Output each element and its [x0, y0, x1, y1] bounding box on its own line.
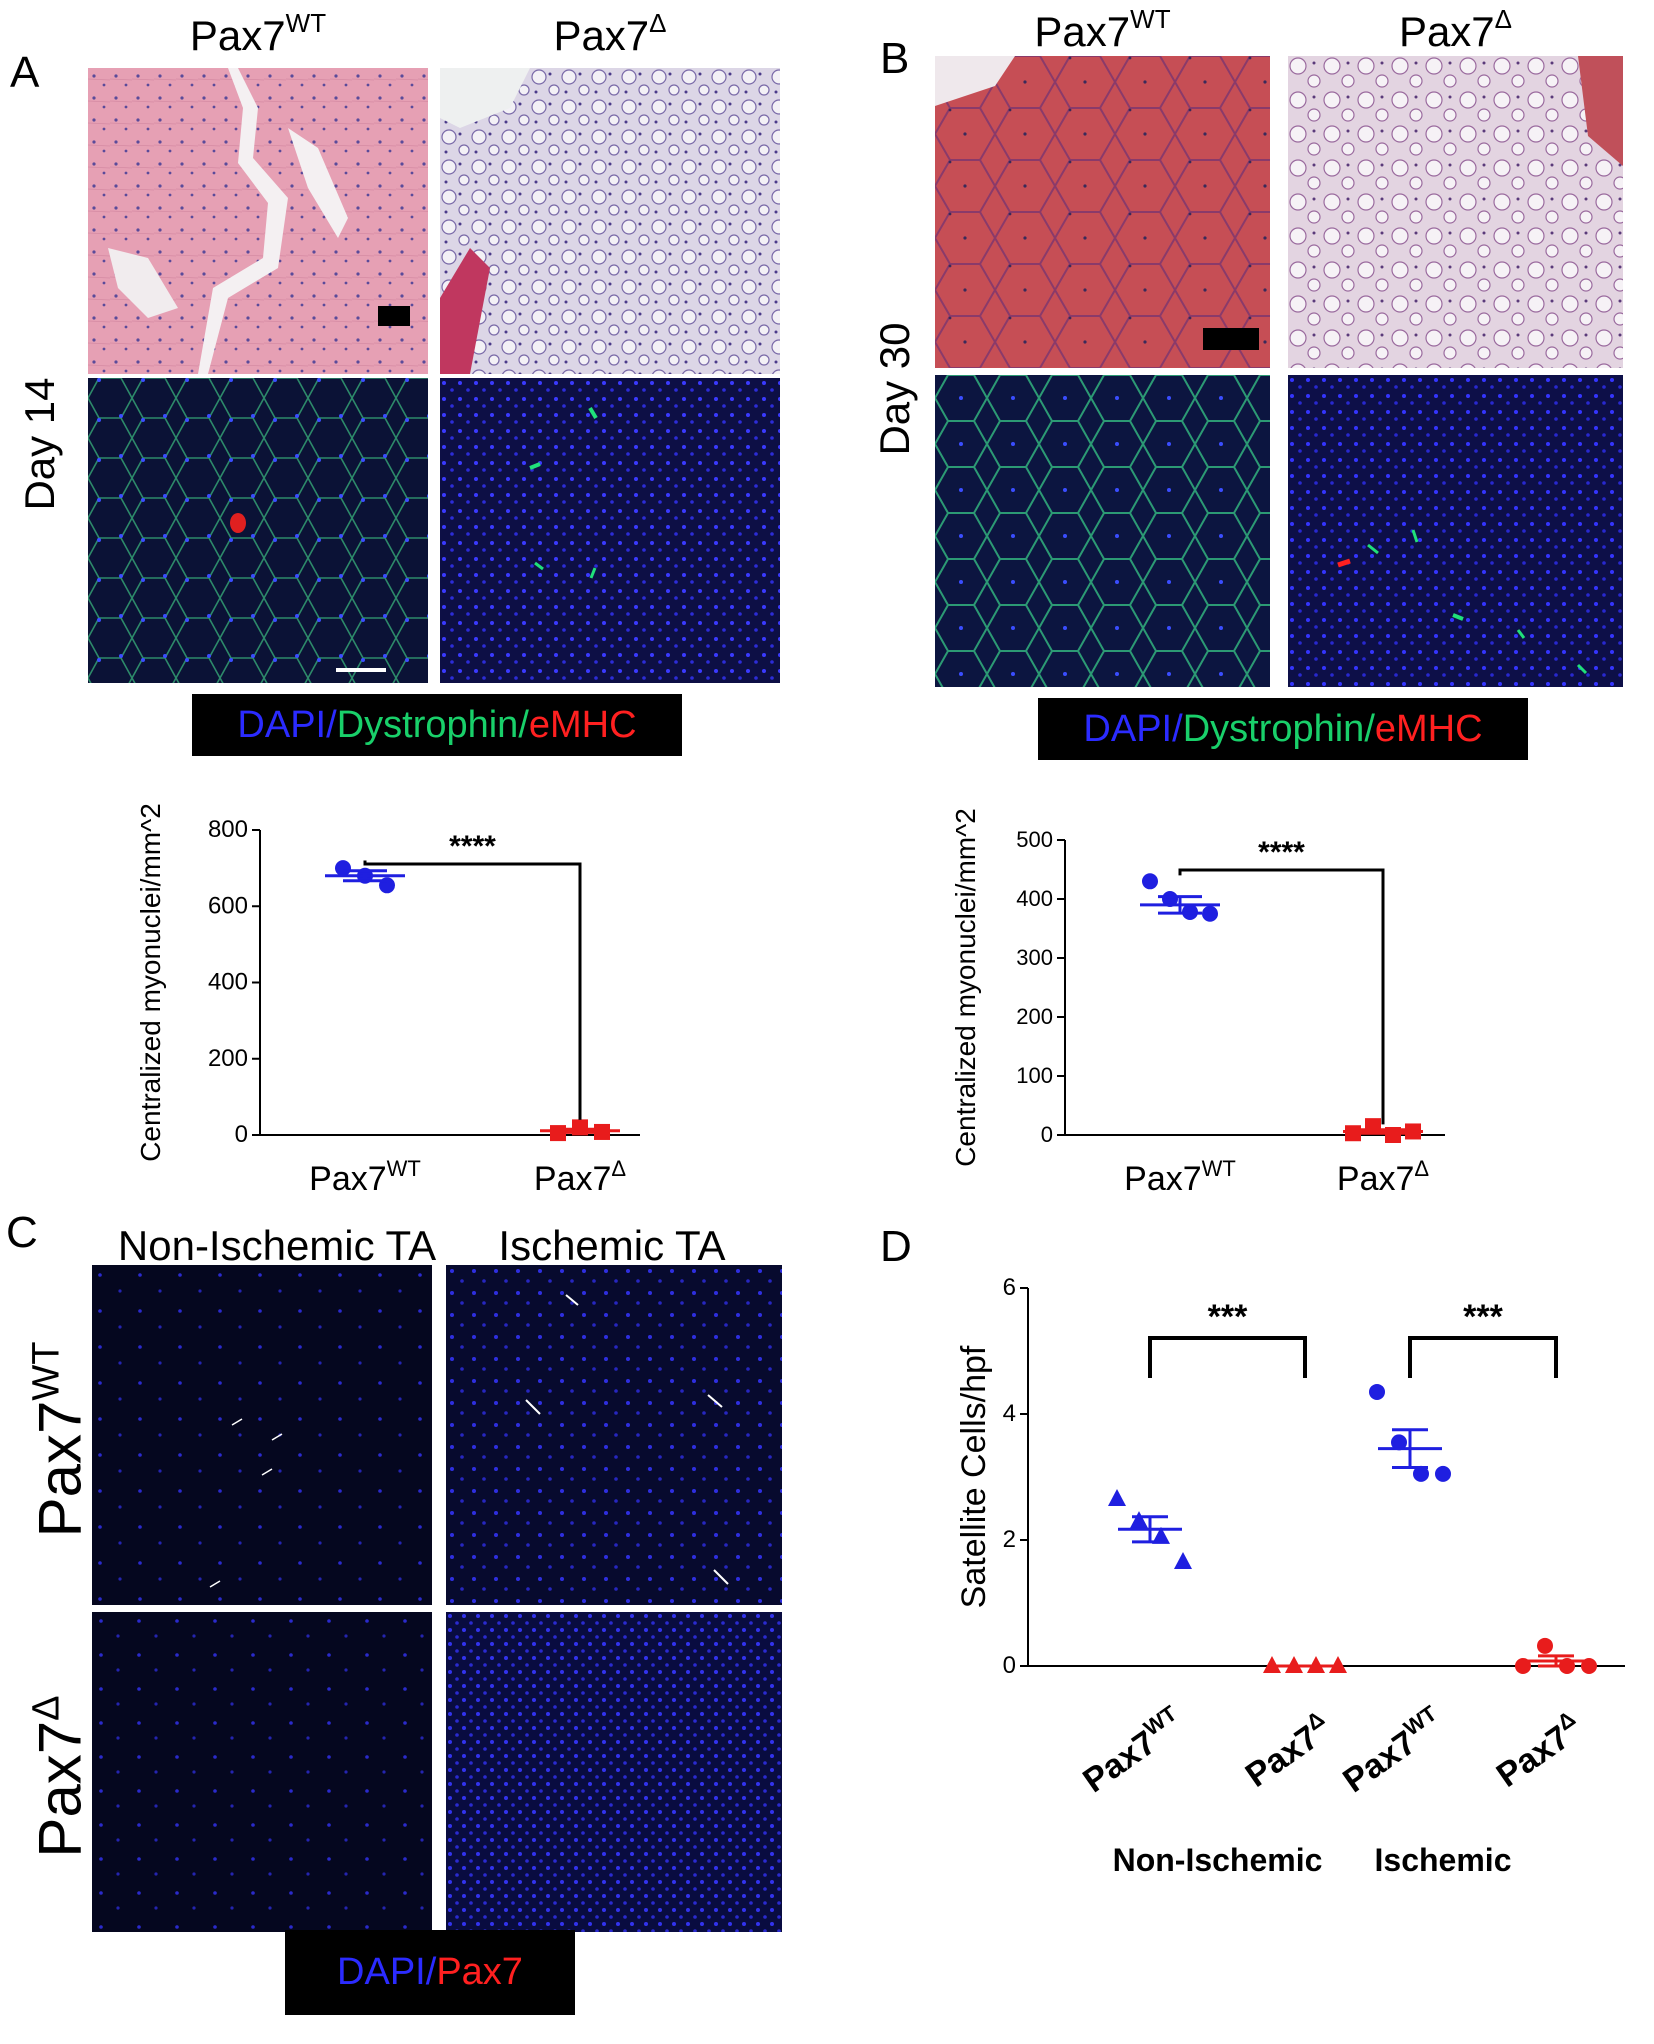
group-label: Ischemic	[1375, 1842, 1512, 1878]
y-tick-label: 200	[208, 1045, 248, 1072]
row-label-day14: Day 14	[16, 377, 63, 511]
panel-letter-a: A	[10, 48, 40, 97]
if-image-b-delta	[1288, 375, 1623, 687]
data-point	[1329, 1656, 1347, 1673]
y-axis-label: Satellite Cells/hpf	[960, 1345, 993, 1608]
panel-letter-d: D	[880, 1222, 912, 1271]
y-tick-label: 6	[1003, 1274, 1016, 1301]
data-point	[1174, 1552, 1192, 1570]
x-tick-label: Pax7Δ	[534, 1156, 627, 1198]
x-tick-label: Pax7Δ	[1487, 1706, 1589, 1795]
y-tick-label: 500	[1016, 827, 1053, 852]
he-image-a-delta	[440, 68, 780, 374]
if-image-c-nonischemic-delta	[92, 1612, 432, 1932]
y-tick-label: 300	[1016, 945, 1053, 970]
y-tick-label: 400	[1016, 886, 1053, 911]
data-point	[1435, 1465, 1451, 1482]
data-point	[1263, 1656, 1281, 1673]
y-tick-label: 200	[1016, 1004, 1053, 1029]
significance-stars: ***	[1208, 1298, 1248, 1336]
data-point	[1413, 1465, 1429, 1482]
y-tick-label: 100	[1016, 1063, 1053, 1088]
col-head-a-delta: Pax7Δ	[553, 8, 667, 59]
significance-bracket	[1148, 1336, 1307, 1378]
panel-letter-b: B	[880, 34, 910, 83]
row-label-day30: Day 30	[871, 322, 918, 456]
chart-a: 0 200 400 600 800 Centralized myonuclei/mm^2 *…	[135, 803, 640, 1198]
col-head-b-wt: Pax7WT	[1034, 4, 1171, 55]
panel-letter-c: C	[6, 1208, 38, 1257]
if-image-a-delta	[440, 378, 780, 683]
row-label-c-delta: Pax7Δ	[25, 1695, 94, 1858]
y-tick-label: 400	[208, 969, 248, 996]
legend-b: DAPI / Dystrophin / eMHC	[1038, 698, 1528, 760]
y-axis-label: Centralized myonuclei/mm^2	[135, 803, 166, 1162]
legend-c: DAPI / Pax7	[285, 1930, 575, 2015]
y-tick-label: 600	[208, 892, 248, 919]
significance-stars: ***	[1463, 1298, 1503, 1336]
row-label-c-wt: Pax7WT	[25, 1341, 94, 1538]
he-image-b-delta	[1288, 56, 1623, 368]
data-point	[1152, 1526, 1170, 1544]
chart-b: 0 100 200 300 400 500 Centralized myonuclei/mm…	[955, 808, 1445, 1198]
data-point	[1130, 1511, 1148, 1529]
if-image-c-nonischemic-wt	[92, 1265, 432, 1605]
group-label: Non-Ischemic	[1113, 1842, 1323, 1878]
significance-stars: ****	[1258, 836, 1305, 869]
col-head-c-ischemic: Ischemic TA	[498, 1222, 726, 1269]
x-tick-label: Pax7WT	[309, 1156, 421, 1198]
x-tick-label: Pax7WT	[1074, 1700, 1192, 1800]
data-point	[1202, 905, 1218, 922]
data-point	[1391, 1434, 1407, 1451]
if-image-c-ischemic-delta	[446, 1612, 782, 1932]
significance-bracket	[1178, 868, 1385, 1125]
if-image-c-ischemic-wt	[446, 1265, 782, 1605]
data-point	[1108, 1489, 1126, 1507]
significance-bracket	[1408, 1336, 1558, 1378]
y-tick-label: 2	[1003, 1526, 1016, 1553]
x-tick-label: Pax7Δ	[1337, 1156, 1430, 1198]
data-point	[335, 860, 351, 877]
y-tick-label: 4	[1003, 1400, 1016, 1427]
col-head-c-nonischemic: Non-Ischemic TA	[117, 1222, 437, 1269]
y-axis-label: Centralized myonuclei/mm^2	[955, 808, 981, 1167]
y-tick-label: 800	[208, 816, 248, 843]
if-image-b-wt	[935, 375, 1270, 687]
data-point	[1345, 1125, 1361, 1142]
he-image-a-wt	[88, 68, 428, 374]
col-head-a-wt: Pax7WT	[189, 8, 327, 59]
if-image-a-wt	[88, 378, 428, 683]
data-point	[1162, 891, 1178, 907]
x-tick-label: Pax7WT	[1334, 1700, 1452, 1800]
x-tick-label: Pax7Δ	[1236, 1706, 1338, 1795]
significance-stars: ****	[449, 830, 496, 863]
significance-bracket	[363, 860, 582, 1120]
y-tick-label: 0	[235, 1121, 248, 1148]
x-tick-label: Pax7WT	[1124, 1156, 1236, 1198]
data-point	[1369, 1383, 1385, 1400]
data-point	[1142, 873, 1158, 890]
col-head-b-delta: Pax7Δ	[1398, 4, 1513, 55]
he-image-b-wt	[935, 56, 1270, 368]
y-tick-label: 0	[1041, 1122, 1053, 1147]
data-point	[1537, 1637, 1553, 1654]
legend-a: DAPI / Dystrophin / eMHC	[192, 694, 682, 756]
y-tick-label: 0	[1003, 1652, 1016, 1679]
